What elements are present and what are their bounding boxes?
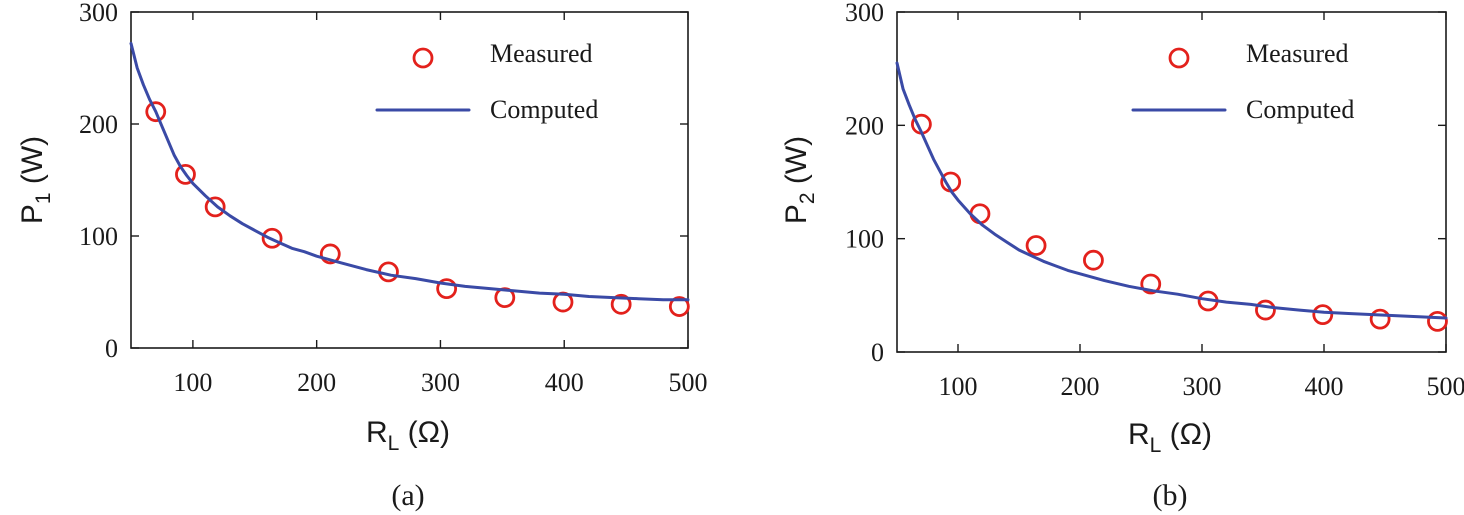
pb-x-tick-label-500: 500 [1427, 372, 1464, 401]
pa-x-tick-label-400: 400 [545, 368, 584, 397]
pa-measured-point-9 [610, 293, 632, 315]
pa-y-tick-label-100: 100 [79, 222, 118, 251]
pb-measured-point-7 [1255, 299, 1276, 321]
pb-x-tick-label-400: 400 [1305, 372, 1344, 401]
pb-measured-point-3 [1025, 235, 1047, 256]
pb-measured-point-2 [969, 203, 991, 225]
pa-y-tick-label-200: 200 [79, 110, 118, 139]
pa-measured-point-10 [668, 296, 690, 317]
pa-measured-point-3 [261, 227, 283, 249]
pb-y-tick-label-200: 200 [845, 111, 884, 140]
pa-measured-point-0 [145, 101, 167, 123]
pb-measured-point-8 [1312, 304, 1334, 326]
pb-measured-point-4 [1083, 249, 1104, 271]
pb-legend-measured-label: Measured [1246, 39, 1349, 68]
pb-x-tick-label-100: 100 [939, 372, 978, 401]
pa-plot-frame [130, 11, 689, 349]
pa-legend-measured-label: Measured [490, 39, 593, 68]
pa-x-tick-label-100: 100 [173, 368, 212, 397]
pa-caption: (a) [391, 479, 424, 512]
pb-y-tick-label-0: 0 [871, 338, 884, 367]
chart-panel-a: 100 200 300 400 500 0 100 200 300 Measured Compute… [16, 0, 708, 512]
pa-y-axis-label: P1 (W) [16, 136, 55, 224]
pb-plot-frame [896, 11, 1447, 353]
pb-measured-point-10 [1427, 310, 1448, 332]
pa-y-tick-label-0: 0 [105, 334, 118, 363]
pb-measured-point-9 [1369, 308, 1391, 330]
pa-measured-point-2 [204, 196, 226, 218]
pb-measured-point-5 [1140, 273, 1162, 295]
pb-computed-line [895, 61, 1448, 320]
pa-x-tick-label-300: 300 [421, 368, 460, 397]
pa-legend-computed-label: Computed [490, 95, 598, 124]
pb-x-axis-label: RL (Ω) [1128, 418, 1212, 457]
pa-measured-point-6 [436, 278, 458, 300]
pb-y-tick-label-100: 100 [845, 225, 884, 254]
pa-computed-line [129, 41, 690, 302]
pb-caption: (b) [1153, 479, 1188, 512]
pb-legend-measured-marker [1168, 47, 1190, 69]
pb-legend-computed-label: Computed [1246, 95, 1354, 124]
pa-x-axis-label: RL (Ω) [366, 416, 450, 455]
pb-y-axis-label: P2 (W) [780, 136, 819, 224]
pa-measured-point-1 [175, 163, 196, 185]
pa-measured-point-4 [319, 243, 341, 265]
pb-x-tick-label-300: 300 [1183, 372, 1222, 401]
pa-x-tick-label-200: 200 [297, 368, 336, 397]
pa-y-tick-label-300: 300 [79, 0, 118, 27]
pa-legend-measured-marker [412, 47, 434, 69]
pa-x-tick-label-500: 500 [669, 368, 708, 397]
pb-y-tick-label-300: 300 [845, 0, 884, 27]
pb-x-tick-label-200: 200 [1061, 372, 1100, 401]
chart-panel-b: 100 200 300 400 500 0 100 200 300 Measured Compute… [780, 0, 1464, 512]
